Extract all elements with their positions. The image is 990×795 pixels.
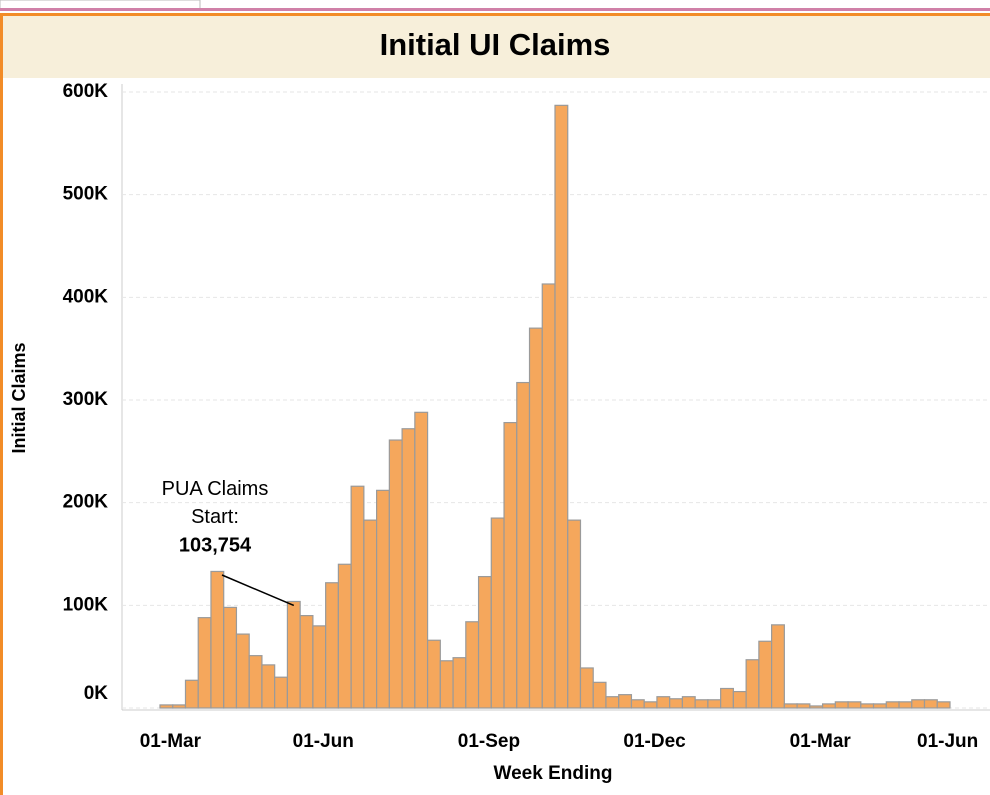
bar — [783, 703, 798, 709]
bar — [172, 704, 187, 709]
annotation-text: PUA Claims Start: — [162, 478, 269, 528]
bar — [261, 664, 276, 709]
bar — [847, 701, 862, 709]
x-tick-label: 01-Mar — [140, 731, 202, 752]
bar — [809, 705, 824, 709]
bar — [452, 657, 467, 709]
annotation-leader — [221, 574, 295, 607]
bar — [923, 699, 938, 709]
bar — [834, 701, 849, 709]
bar — [885, 701, 900, 709]
bar — [579, 667, 594, 709]
bar — [439, 660, 454, 709]
bar — [274, 676, 289, 709]
bar — [223, 606, 238, 709]
bar — [210, 570, 225, 709]
tab — [0, 0, 201, 10]
y-tick-label: 200K — [63, 492, 109, 513]
bar — [872, 703, 887, 709]
bar — [350, 485, 365, 709]
bar — [796, 703, 811, 709]
bar — [388, 439, 403, 709]
bar — [312, 625, 327, 709]
x-axis-title: Week Ending — [494, 763, 613, 784]
bar — [299, 614, 314, 709]
bar — [681, 696, 696, 709]
bar — [643, 701, 658, 709]
bar — [376, 489, 390, 709]
bar — [528, 327, 543, 709]
bar — [503, 421, 518, 709]
bar — [860, 703, 875, 709]
bar — [720, 687, 734, 709]
y-tick-label: 300K — [63, 389, 109, 410]
y-tick-label: 600K — [63, 81, 109, 102]
y-tick-label: 500K — [63, 184, 109, 205]
bar — [936, 701, 951, 709]
bar — [426, 639, 441, 709]
bar — [325, 582, 339, 709]
bar — [159, 704, 174, 709]
bar — [235, 633, 250, 709]
bar — [592, 681, 607, 709]
bar — [541, 283, 556, 709]
bar — [477, 575, 492, 709]
bar — [758, 640, 773, 709]
x-tick-label: 01-Sep — [458, 731, 520, 752]
bar — [516, 381, 531, 709]
bar — [490, 517, 505, 709]
bar — [911, 699, 926, 709]
bar — [401, 428, 416, 709]
bar — [286, 600, 301, 709]
chart-title: Initial UI Claims — [380, 27, 611, 62]
bar — [197, 617, 212, 709]
bar — [694, 699, 709, 709]
top-rule — [0, 8, 990, 11]
bar — [630, 699, 645, 709]
header-rule — [0, 13, 990, 16]
bar — [707, 699, 722, 709]
title-band — [0, 16, 990, 78]
bar — [605, 696, 620, 709]
bar — [745, 659, 760, 709]
bar — [363, 519, 378, 709]
bar — [821, 703, 836, 709]
bar — [771, 624, 785, 709]
bar — [337, 563, 352, 709]
bar — [618, 694, 633, 709]
bar — [732, 690, 747, 709]
bar — [248, 655, 263, 709]
left-rule — [0, 13, 3, 795]
bar — [184, 679, 199, 709]
y-tick-label: 400K — [63, 286, 109, 307]
bar — [465, 621, 480, 709]
x-tick-label: 01-Dec — [623, 731, 686, 752]
y-tick-label: 0K — [84, 683, 109, 704]
bar — [656, 696, 671, 709]
x-tick-label: 01-Jun — [917, 731, 978, 752]
bar — [414, 411, 429, 709]
y-tick-label: 100K — [63, 594, 109, 615]
bar — [554, 104, 569, 709]
x-tick-label: 01-Mar — [790, 731, 852, 752]
bar — [567, 519, 582, 709]
bar — [669, 698, 684, 709]
data-label: 103,754 — [179, 534, 252, 556]
y-axis-title: Initial Claims — [9, 342, 29, 453]
bar — [898, 701, 913, 709]
x-tick-label: 01-Jun — [293, 731, 354, 752]
